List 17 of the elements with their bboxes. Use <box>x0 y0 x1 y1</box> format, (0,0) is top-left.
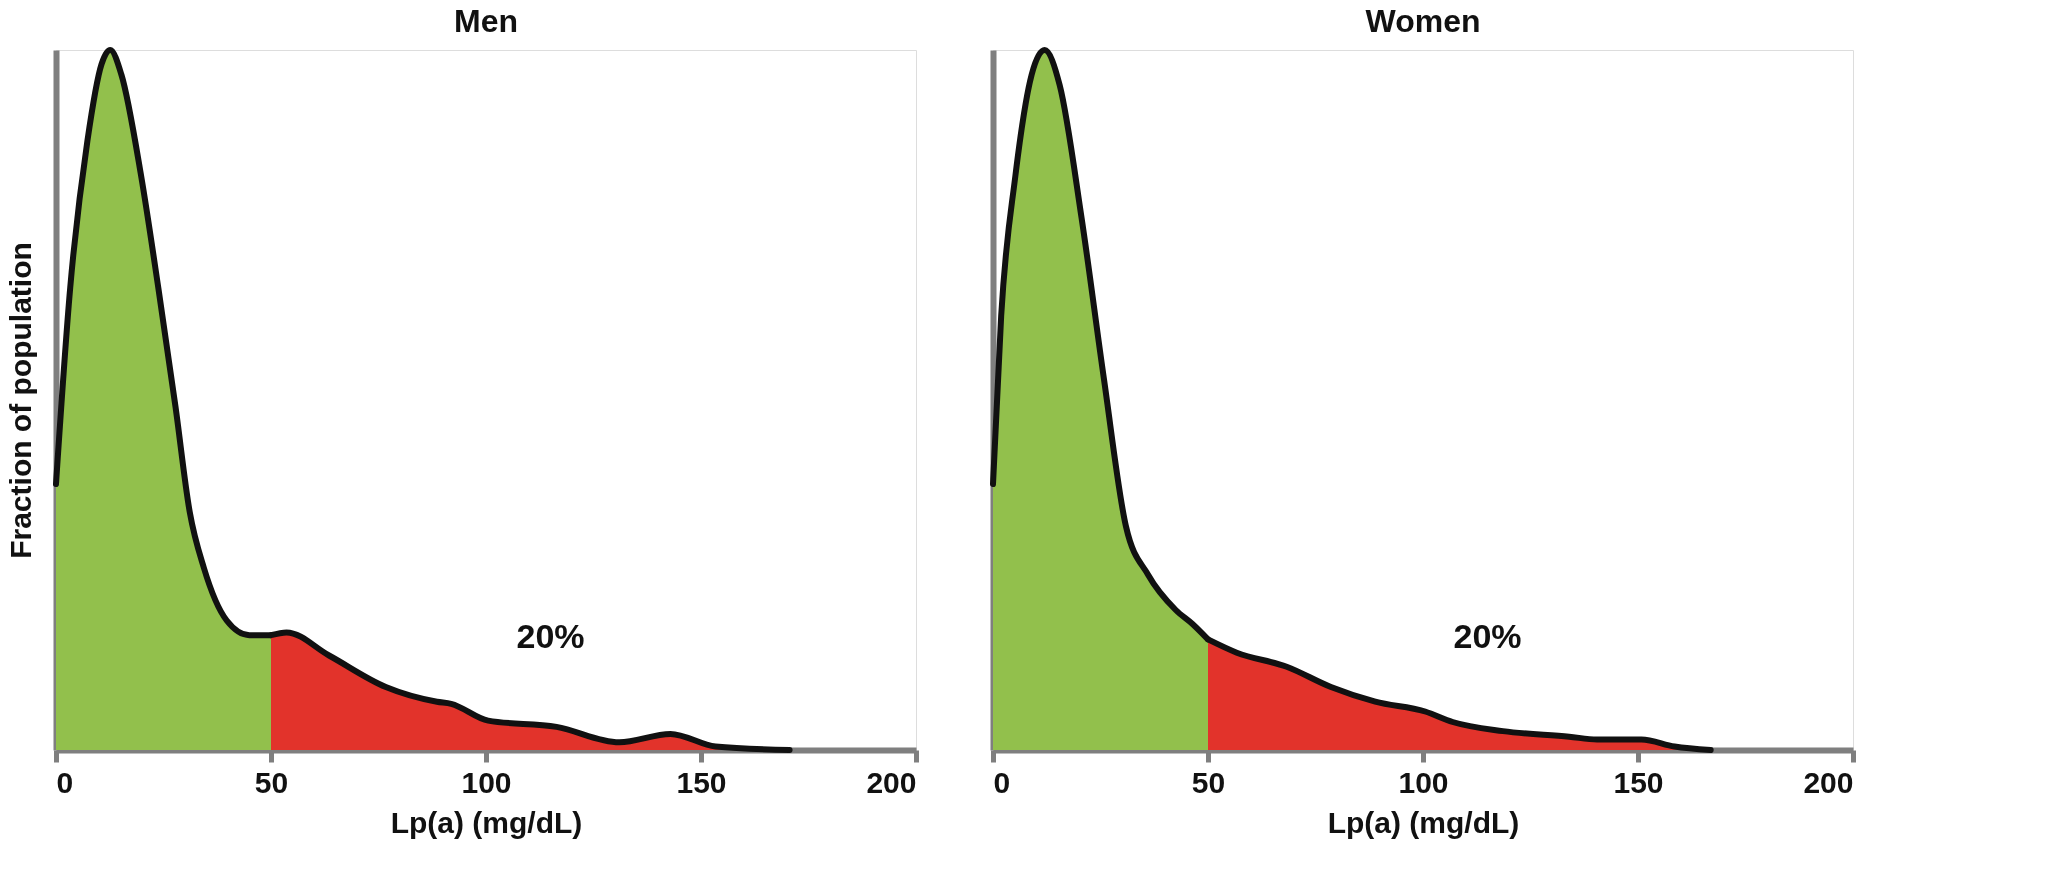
x-tick-label: 150 <box>676 765 727 799</box>
chart-title: Women <box>1365 3 1481 39</box>
x-tick-label: 0 <box>993 765 1011 799</box>
x-tick-label: 150 <box>1613 765 1664 799</box>
chart-title: Men <box>454 3 518 39</box>
x-axis-title: Lp(a) (mg/dL) <box>390 805 583 839</box>
x-tick-label: 100 <box>1398 765 1449 799</box>
annotation: 20% <box>516 617 585 655</box>
x-tick-label: 100 <box>461 765 512 799</box>
x-tick-label: 200 <box>1803 765 1854 799</box>
x-tick-label: 50 <box>1191 765 1226 799</box>
y-axis-title: Fraction of population <box>3 242 37 559</box>
x-tick-label: 200 <box>866 765 917 799</box>
annotation: 20% <box>1453 617 1522 655</box>
x-tick-label: 0 <box>56 765 74 799</box>
x-tick-label: 50 <box>254 765 289 799</box>
x-axis-title: Lp(a) (mg/dL) <box>1327 805 1520 839</box>
